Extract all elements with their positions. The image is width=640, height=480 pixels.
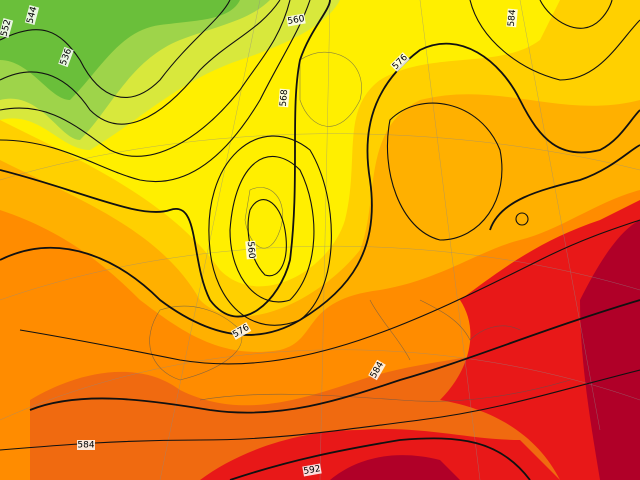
contour-line <box>515 212 529 226</box>
contour-line <box>0 42 640 336</box>
coastline <box>299 51 362 127</box>
contour-line <box>0 0 331 318</box>
coastlines <box>149 51 571 402</box>
contour-line <box>0 0 291 157</box>
longitude-line <box>319 0 331 480</box>
contour-label: 592 <box>303 464 322 477</box>
contour-label: 560 <box>287 14 306 27</box>
dark-red-area <box>580 220 640 480</box>
dark-red-area-south <box>330 455 460 480</box>
latitude-line <box>0 245 640 301</box>
contour-line <box>229 437 531 480</box>
contour-label: 584 <box>77 441 94 451</box>
green-area <box>0 0 240 100</box>
contour-line <box>0 0 281 125</box>
longitude-line <box>159 0 261 480</box>
coastline <box>419 299 521 341</box>
contour-label: 560 <box>245 241 256 259</box>
contour-line <box>19 219 640 365</box>
contour-label: 544 <box>25 5 39 24</box>
contour-line <box>539 0 613 29</box>
contour-line <box>208 135 332 326</box>
coastline <box>369 299 411 361</box>
latitude-line <box>0 133 640 181</box>
longitude-line <box>519 0 601 431</box>
coastline <box>199 379 571 402</box>
contour-line <box>469 0 640 81</box>
contour-label: 568 <box>279 89 290 107</box>
latitude-line <box>0 349 640 421</box>
contour-line <box>489 144 640 231</box>
contour-line <box>386 102 503 241</box>
contour-line <box>0 0 311 182</box>
contour-line <box>29 299 640 414</box>
contour-line <box>0 0 231 98</box>
contour-label: 584 <box>507 9 518 27</box>
coastline <box>244 187 283 249</box>
contour-line <box>229 155 315 303</box>
contour-label: 552 <box>0 19 14 38</box>
coastline <box>149 305 243 381</box>
